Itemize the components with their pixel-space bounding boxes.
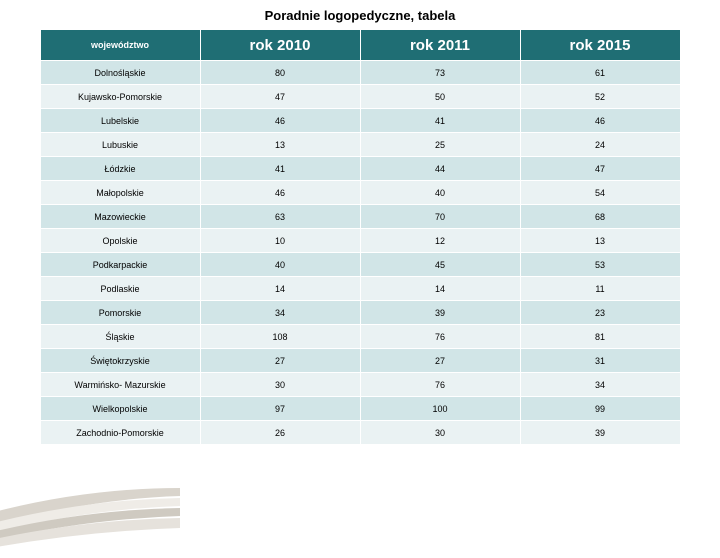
row-label: Lubuskie [40, 133, 200, 157]
row-label: Mazowieckie [40, 205, 200, 229]
cell-value: 100 [360, 397, 520, 421]
cell-value: 46 [520, 109, 680, 133]
table-row: Lubelskie464146 [40, 109, 680, 133]
cell-value: 52 [520, 85, 680, 109]
cell-value: 14 [360, 277, 520, 301]
cell-value: 41 [200, 157, 360, 181]
row-label: Małopolskie [40, 181, 200, 205]
table-body: Dolnośląskie807361Kujawsko-Pomorskie4750… [40, 61, 680, 445]
cell-value: 27 [200, 349, 360, 373]
row-label: Łódzkie [40, 157, 200, 181]
row-label: Kujawsko-Pomorskie [40, 85, 200, 109]
th-wojewodztwo: województwo [40, 30, 200, 61]
row-label: Świętokrzyskie [40, 349, 200, 373]
table-row: Zachodnio-Pomorskie263039 [40, 421, 680, 445]
cell-value: 80 [200, 61, 360, 85]
cell-value: 31 [520, 349, 680, 373]
table-row: Dolnośląskie807361 [40, 61, 680, 85]
cell-value: 39 [360, 301, 520, 325]
cell-value: 27 [360, 349, 520, 373]
table-row: Wielkopolskie9710099 [40, 397, 680, 421]
row-label: Lubelskie [40, 109, 200, 133]
decorative-swoosh [0, 488, 180, 558]
cell-value: 45 [360, 253, 520, 277]
th-rok-2015: rok 2015 [520, 30, 680, 61]
cell-value: 46 [200, 181, 360, 205]
cell-value: 34 [520, 373, 680, 397]
data-table: województwo rok 2010 rok 2011 rok 2015 D… [40, 29, 681, 445]
table-row: Podkarpackie404553 [40, 253, 680, 277]
cell-value: 61 [520, 61, 680, 85]
cell-value: 68 [520, 205, 680, 229]
cell-value: 81 [520, 325, 680, 349]
row-label: Pomorskie [40, 301, 200, 325]
cell-value: 10 [200, 229, 360, 253]
cell-value: 34 [200, 301, 360, 325]
table-row: Lubuskie132524 [40, 133, 680, 157]
cell-value: 13 [200, 133, 360, 157]
cell-value: 54 [520, 181, 680, 205]
th-rok-2010: rok 2010 [200, 30, 360, 61]
table-row: Śląskie1087681 [40, 325, 680, 349]
cell-value: 50 [360, 85, 520, 109]
table-row: Opolskie101213 [40, 229, 680, 253]
th-rok-2011: rok 2011 [360, 30, 520, 61]
table-row: Podlaskie141411 [40, 277, 680, 301]
cell-value: 30 [360, 421, 520, 445]
cell-value: 47 [200, 85, 360, 109]
row-label: Zachodnio-Pomorskie [40, 421, 200, 445]
row-label: Podkarpackie [40, 253, 200, 277]
cell-value: 14 [200, 277, 360, 301]
cell-value: 13 [520, 229, 680, 253]
table-row: Małopolskie464054 [40, 181, 680, 205]
table-row: Świętokrzyskie272731 [40, 349, 680, 373]
cell-value: 97 [200, 397, 360, 421]
cell-value: 12 [360, 229, 520, 253]
row-label: Wielkopolskie [40, 397, 200, 421]
table-header-row: województwo rok 2010 rok 2011 rok 2015 [40, 30, 680, 61]
cell-value: 40 [200, 253, 360, 277]
cell-value: 63 [200, 205, 360, 229]
row-label: Warmińsko- Mazurskie [40, 373, 200, 397]
row-label: Podlaskie [40, 277, 200, 301]
row-label: Dolnośląskie [40, 61, 200, 85]
cell-value: 47 [520, 157, 680, 181]
cell-value: 73 [360, 61, 520, 85]
cell-value: 11 [520, 277, 680, 301]
cell-value: 30 [200, 373, 360, 397]
cell-value: 40 [360, 181, 520, 205]
row-label: Śląskie [40, 325, 200, 349]
cell-value: 108 [200, 325, 360, 349]
cell-value: 39 [520, 421, 680, 445]
cell-value: 26 [200, 421, 360, 445]
cell-value: 23 [520, 301, 680, 325]
cell-value: 25 [360, 133, 520, 157]
cell-value: 70 [360, 205, 520, 229]
cell-value: 76 [360, 373, 520, 397]
table-row: Pomorskie343923 [40, 301, 680, 325]
cell-value: 24 [520, 133, 680, 157]
table-row: Kujawsko-Pomorskie475052 [40, 85, 680, 109]
cell-value: 46 [200, 109, 360, 133]
table-row: Mazowieckie637068 [40, 205, 680, 229]
table-row: Warmińsko- Mazurskie307634 [40, 373, 680, 397]
cell-value: 41 [360, 109, 520, 133]
cell-value: 76 [360, 325, 520, 349]
cell-value: 99 [520, 397, 680, 421]
page-title: Poradnie logopedyczne, tabela [0, 0, 720, 29]
cell-value: 44 [360, 157, 520, 181]
table-row: Łódzkie414447 [40, 157, 680, 181]
cell-value: 53 [520, 253, 680, 277]
row-label: Opolskie [40, 229, 200, 253]
